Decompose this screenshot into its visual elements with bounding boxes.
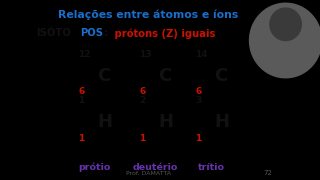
Text: trítio: trítio: [198, 163, 225, 172]
Text: :: :: [103, 28, 108, 38]
Text: H: H: [97, 113, 112, 131]
Text: 1: 1: [78, 96, 84, 105]
Text: 1: 1: [195, 134, 201, 143]
Text: 6: 6: [195, 87, 201, 96]
Text: prótons (Z) iguais: prótons (Z) iguais: [111, 28, 215, 39]
Text: 2: 2: [139, 96, 145, 105]
Text: 6: 6: [139, 87, 145, 96]
Text: POS: POS: [81, 28, 104, 38]
Text: prótio: prótio: [78, 163, 111, 172]
Text: 14: 14: [195, 50, 208, 59]
Text: H: H: [158, 113, 173, 131]
Text: 72: 72: [264, 170, 273, 176]
Text: Relações entre átomos e íons: Relações entre átomos e íons: [58, 9, 238, 19]
Text: 3: 3: [195, 96, 201, 105]
Polygon shape: [270, 8, 301, 40]
Text: C: C: [97, 67, 110, 85]
Text: C: C: [214, 67, 228, 85]
Text: deutério: deutério: [133, 163, 178, 172]
Text: ISÓTO: ISÓTO: [36, 28, 71, 38]
Text: 1: 1: [139, 134, 145, 143]
Text: 1: 1: [78, 134, 84, 143]
Text: C: C: [158, 67, 172, 85]
Text: 12: 12: [78, 50, 91, 59]
Polygon shape: [250, 3, 320, 78]
Text: 6: 6: [78, 87, 84, 96]
Text: Prof. DAMATTA: Prof. DAMATTA: [125, 171, 171, 176]
Text: 13: 13: [139, 50, 152, 59]
Text: H: H: [214, 113, 229, 131]
